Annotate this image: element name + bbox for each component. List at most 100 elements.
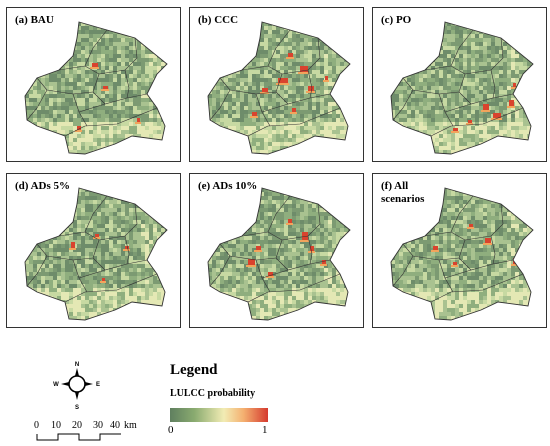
- district-boundary: [267, 195, 291, 233]
- panel-label: (d) ADs 5%: [15, 180, 71, 192]
- district-boundary: [430, 273, 524, 303]
- hotspot: [103, 86, 108, 89]
- district-boundary: [92, 91, 148, 105]
- district-boundary: [464, 203, 504, 241]
- probability-raster: [25, 188, 167, 320]
- region-outline: [390, 187, 534, 321]
- hotspot: [469, 224, 473, 227]
- hotspot: [302, 232, 308, 240]
- hotspot: [71, 242, 75, 248]
- district-boundary: [275, 91, 331, 105]
- hotspot: [95, 234, 99, 237]
- legend-title: Legend: [170, 362, 218, 378]
- panel-label: (b) CCC: [198, 14, 239, 26]
- region-outline: [24, 21, 168, 155]
- district-boundary: [247, 273, 341, 303]
- hotspot: [248, 259, 255, 265]
- scale-tick-0: 0: [34, 420, 39, 431]
- legend-color-ramp: [170, 408, 268, 422]
- district-boundary: [261, 111, 271, 127]
- hotspot: [292, 108, 296, 112]
- panel-label: (f) All scenarios: [381, 180, 425, 205]
- map-ads-5: [24, 187, 168, 321]
- hotspot: [493, 113, 501, 118]
- panel-label: (e) ADs 10%: [198, 180, 258, 192]
- district-boundary: [275, 257, 331, 271]
- probability-raster: [391, 22, 533, 154]
- panel-label: (c) PO: [381, 14, 412, 26]
- compass-n: N: [75, 362, 79, 368]
- district-boundary: [450, 29, 474, 67]
- hotspot: [509, 100, 514, 106]
- district-boundary: [450, 195, 474, 233]
- map-all: [390, 187, 534, 321]
- district-boundary: [78, 277, 88, 293]
- hotspot: [262, 88, 268, 92]
- hotspot: [310, 246, 314, 251]
- map-panel-ccc: (b) CCC: [189, 7, 364, 162]
- legend-subtitle: LULCC probability: [170, 388, 256, 399]
- compass-s: S: [75, 405, 79, 410]
- district-boundary: [267, 29, 291, 67]
- north-arrow-icon: N S W E: [53, 362, 100, 410]
- hotspot: [137, 118, 140, 122]
- region-outline: [390, 21, 534, 155]
- scale-bar: [36, 433, 121, 441]
- hotspot: [325, 76, 328, 80]
- legend-max: 1: [262, 424, 268, 436]
- hotspot: [92, 63, 98, 67]
- hotspot: [288, 219, 292, 223]
- compass-e: E: [96, 382, 100, 388]
- hotspot: [278, 78, 288, 83]
- scale-tick-30: 30: [93, 420, 103, 431]
- map-panel-ads-10: (e) ADs 10%: [189, 173, 364, 328]
- district-boundary: [124, 69, 130, 99]
- district-boundary: [98, 37, 138, 75]
- district-boundary: [458, 257, 514, 271]
- hotspot: [468, 120, 472, 123]
- scale-tick-20: 20: [72, 420, 82, 431]
- district-boundary: [84, 195, 108, 233]
- hotspot: [300, 66, 308, 72]
- hotspot: [453, 128, 458, 131]
- hotspot: [485, 238, 491, 243]
- district-boundary: [281, 203, 321, 241]
- hotspot: [288, 53, 293, 57]
- district-boundary: [392, 89, 414, 121]
- hotspot: [125, 246, 129, 249]
- region-outline: [24, 187, 168, 321]
- district-boundary: [26, 89, 48, 121]
- district-boundary: [84, 29, 108, 67]
- probability-raster: [208, 22, 350, 154]
- hotspot: [77, 126, 81, 130]
- hotspot: [322, 260, 326, 264]
- map-bau: [24, 21, 168, 155]
- district-boundary: [307, 69, 313, 99]
- hotspot: [252, 112, 257, 116]
- map-panel-po: (c) PO: [372, 7, 547, 162]
- district-boundary: [64, 273, 158, 303]
- district-boundary: [64, 107, 158, 137]
- hotspot: [268, 272, 273, 276]
- district-boundary: [247, 107, 341, 137]
- hotspot: [483, 104, 489, 110]
- hotspot: [433, 246, 438, 250]
- district-boundary: [26, 255, 48, 287]
- map-panel-ads-5: (d) ADs 5%: [6, 173, 181, 328]
- map-ccc: [207, 21, 351, 155]
- hotspot: [256, 246, 261, 250]
- probability-raster: [25, 22, 167, 154]
- district-boundary: [209, 255, 231, 287]
- map-panel-all: (f) All scenarios: [372, 173, 547, 328]
- district-boundary: [78, 111, 88, 127]
- district-boundary: [281, 37, 321, 75]
- scale-tick-40: 40: [110, 420, 120, 431]
- district-boundary: [430, 107, 524, 137]
- district-boundary: [490, 69, 496, 99]
- district-boundary: [209, 89, 231, 121]
- district-boundary: [98, 203, 138, 241]
- region-outline: [207, 21, 351, 155]
- compass-w: W: [53, 382, 59, 388]
- scale-unit: km: [124, 420, 137, 431]
- hotspot: [102, 278, 105, 281]
